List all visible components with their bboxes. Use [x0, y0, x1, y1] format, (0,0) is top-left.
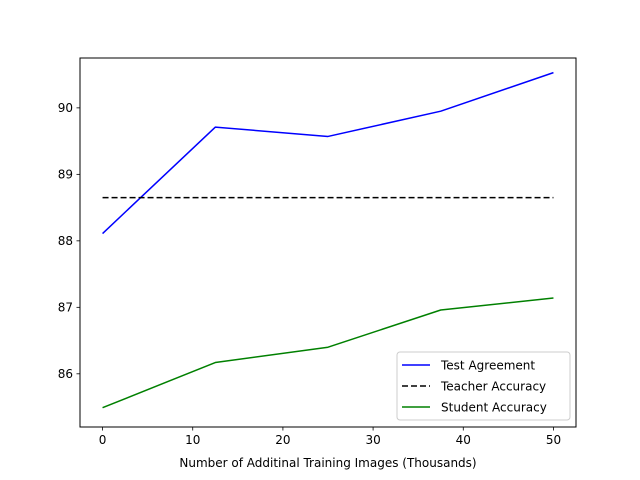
x-axis-label: Number of Additinal Training Images (Tho…	[179, 456, 476, 470]
x-tick-label: 20	[275, 433, 290, 447]
x-tick-label: 0	[99, 433, 107, 447]
series-line-student-accuracy	[102, 297, 554, 409]
legend: Test Agreement Teacher Accuracy Student …	[396, 351, 571, 421]
legend-label-teacher-accuracy: Teacher Accuracy	[440, 380, 546, 394]
plot-frame	[79, 57, 577, 428]
y-tick-label: 88	[58, 234, 73, 248]
x-axis-ticks: 0 10 20 30 40 50	[99, 427, 561, 447]
y-tick-label: 89	[58, 168, 73, 182]
y-tick-label: 90	[58, 101, 73, 115]
x-tick-label: 30	[365, 433, 380, 447]
x-tick-label: 10	[185, 433, 200, 447]
y-axis-ticks: 86 87 88 89 90	[58, 101, 80, 381]
series-line-test-agreement	[102, 71, 554, 235]
series-layer	[102, 71, 554, 409]
x-tick-label: 40	[456, 433, 471, 447]
x-tick-label: 50	[546, 433, 561, 447]
legend-box	[396, 351, 571, 421]
y-tick-label: 86	[58, 367, 73, 381]
legend-label-student-accuracy: Student Accuracy	[441, 401, 547, 415]
y-tick-label: 87	[58, 301, 73, 315]
legend-label-test-agreement: Test Agreement	[440, 359, 535, 373]
